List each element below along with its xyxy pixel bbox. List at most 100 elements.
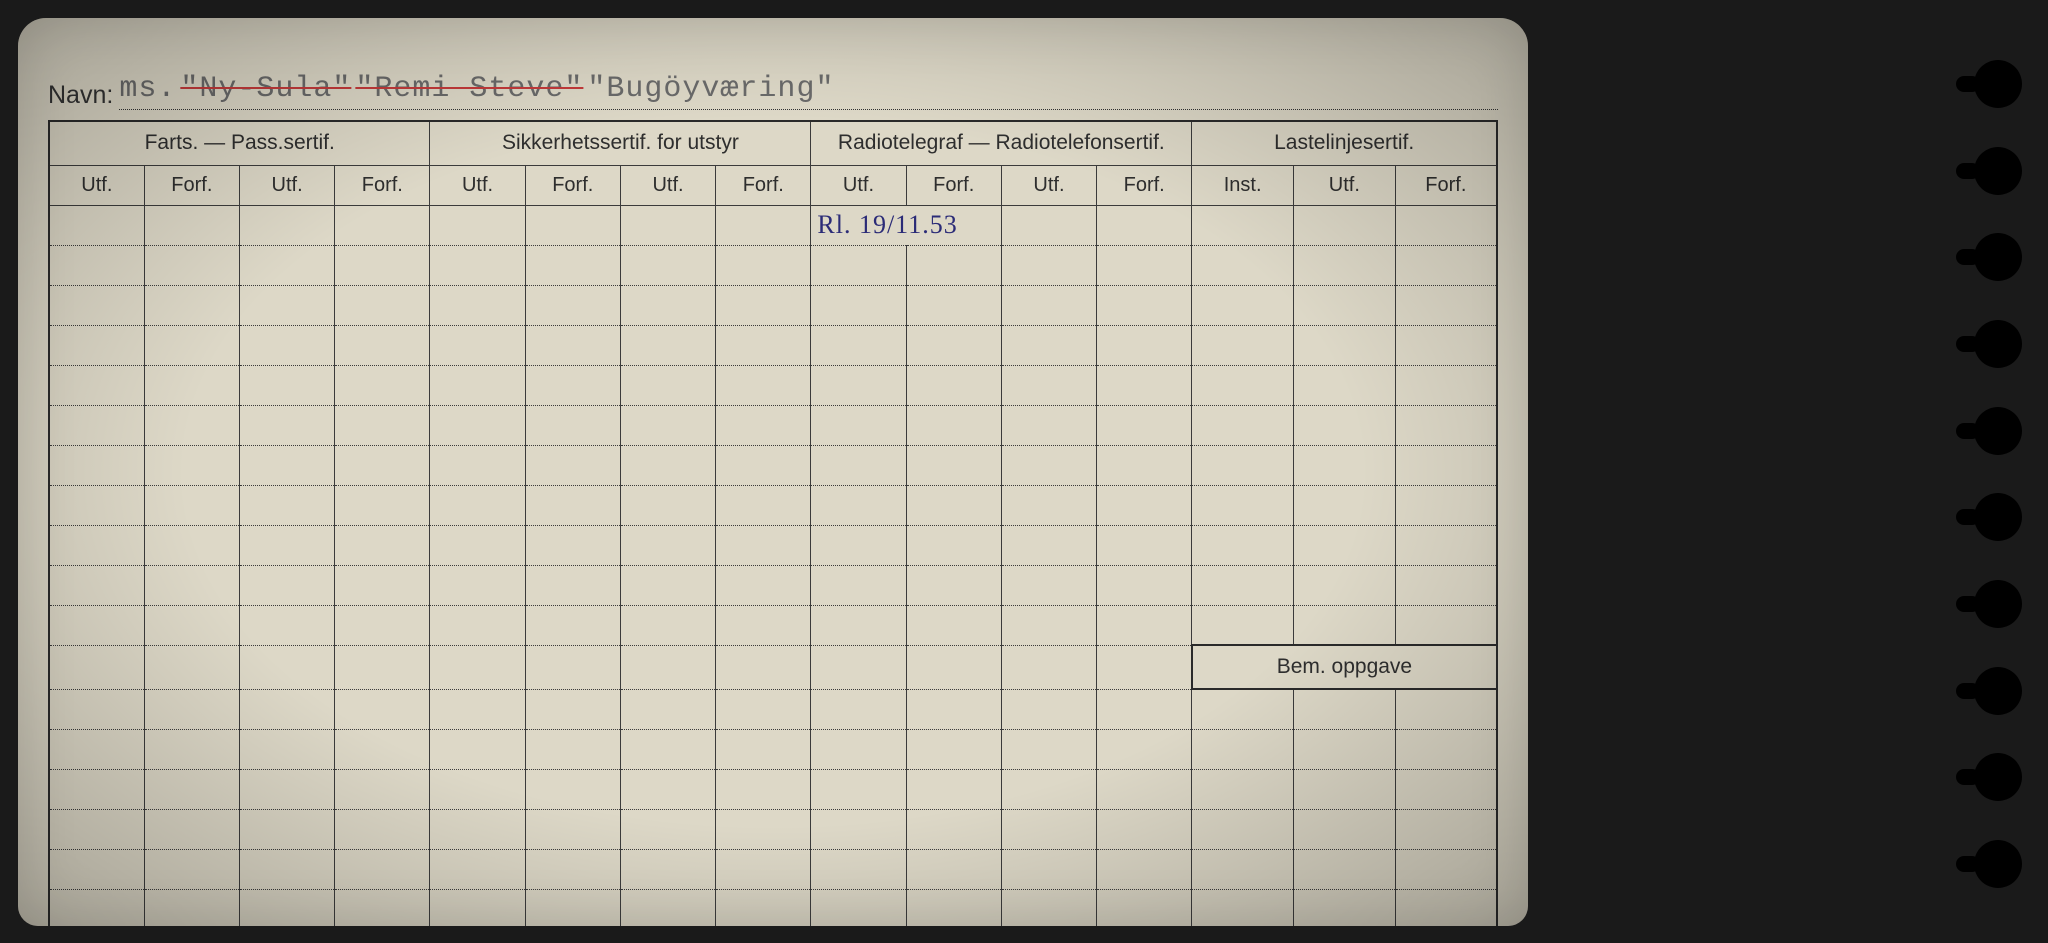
cell xyxy=(1097,809,1192,849)
cell xyxy=(716,365,811,405)
cell xyxy=(906,809,1001,849)
cell xyxy=(1395,729,1497,769)
cell xyxy=(525,285,620,325)
cell xyxy=(1001,809,1096,849)
group-header: Lastelinjesertif. xyxy=(1192,121,1497,165)
cell xyxy=(811,689,906,729)
cell xyxy=(430,729,525,769)
cell xyxy=(1294,809,1396,849)
cell xyxy=(49,325,144,365)
cell xyxy=(811,445,906,485)
cell xyxy=(525,729,620,769)
cell xyxy=(906,605,1001,645)
navn-part: ms. xyxy=(119,72,176,106)
cell xyxy=(620,809,715,849)
sub-header: Forf. xyxy=(716,165,811,205)
cell xyxy=(430,325,525,365)
cell xyxy=(1294,285,1396,325)
cell xyxy=(335,809,430,849)
table-row: Bem. oppgave xyxy=(49,645,1497,689)
cell xyxy=(1192,365,1294,405)
cell xyxy=(335,729,430,769)
table-row xyxy=(49,889,1497,926)
table-row xyxy=(49,689,1497,729)
cell xyxy=(239,485,334,525)
cell xyxy=(1097,729,1192,769)
cell xyxy=(1001,565,1096,605)
cell xyxy=(1001,525,1096,565)
cell xyxy=(1294,205,1396,245)
cell xyxy=(335,605,430,645)
cell xyxy=(1001,689,1096,729)
cell xyxy=(430,365,525,405)
cell xyxy=(716,605,811,645)
group-header: Radiotelegraf — Radiotelefonsertif. xyxy=(811,121,1192,165)
navn-value: ms."Ny-Sula""Remi Steve""Bugöyværing" xyxy=(119,72,834,106)
cell xyxy=(906,485,1001,525)
cell xyxy=(1001,729,1096,769)
cell xyxy=(716,205,811,245)
cell xyxy=(430,565,525,605)
cell xyxy=(1395,485,1497,525)
cell xyxy=(239,729,334,769)
cell xyxy=(239,889,334,926)
cell xyxy=(1097,325,1192,365)
cell xyxy=(335,525,430,565)
table-row xyxy=(49,849,1497,889)
cell xyxy=(811,809,906,849)
cell xyxy=(1192,769,1294,809)
cell xyxy=(335,485,430,525)
cell xyxy=(239,445,334,485)
navn-part: "Ny-Sula" xyxy=(180,72,351,106)
navn-part: "Remi Steve" xyxy=(355,72,583,106)
binder-holes xyxy=(1974,60,2024,888)
table-row xyxy=(49,325,1497,365)
cell xyxy=(430,645,525,689)
cell xyxy=(1097,605,1192,645)
cell xyxy=(1001,645,1096,689)
navn-part: "Bugöyværing" xyxy=(587,72,834,106)
cell xyxy=(1395,245,1497,285)
navn-line: ms."Ny-Sula""Remi Steve""Bugöyværing" xyxy=(119,76,1498,110)
cell xyxy=(1294,849,1396,889)
table-row xyxy=(49,245,1497,285)
cell xyxy=(1192,245,1294,285)
cell xyxy=(239,769,334,809)
cell xyxy=(144,889,239,926)
cell xyxy=(1192,525,1294,565)
table-row xyxy=(49,365,1497,405)
cell xyxy=(335,889,430,926)
cell xyxy=(335,205,430,245)
cell xyxy=(430,849,525,889)
binder-hole xyxy=(1974,580,2022,628)
cell xyxy=(811,605,906,645)
cell xyxy=(1097,445,1192,485)
cell xyxy=(239,285,334,325)
cell xyxy=(1395,325,1497,365)
cell xyxy=(1097,889,1192,926)
cell xyxy=(1294,445,1396,485)
cell xyxy=(144,645,239,689)
cell xyxy=(239,809,334,849)
cell xyxy=(1097,525,1192,565)
cell xyxy=(716,525,811,565)
cell xyxy=(1294,689,1396,729)
cell xyxy=(1097,485,1192,525)
cell xyxy=(716,889,811,926)
cell xyxy=(620,365,715,405)
cell xyxy=(1395,205,1497,245)
cell xyxy=(1294,245,1396,285)
cell xyxy=(49,605,144,645)
cell xyxy=(716,405,811,445)
cell xyxy=(1001,325,1096,365)
cell xyxy=(1097,565,1192,605)
cell xyxy=(525,445,620,485)
cell xyxy=(525,365,620,405)
cell xyxy=(811,325,906,365)
cell xyxy=(525,525,620,565)
cell xyxy=(1001,285,1096,325)
cell xyxy=(239,849,334,889)
cell xyxy=(239,325,334,365)
cell xyxy=(430,889,525,926)
cell xyxy=(430,485,525,525)
